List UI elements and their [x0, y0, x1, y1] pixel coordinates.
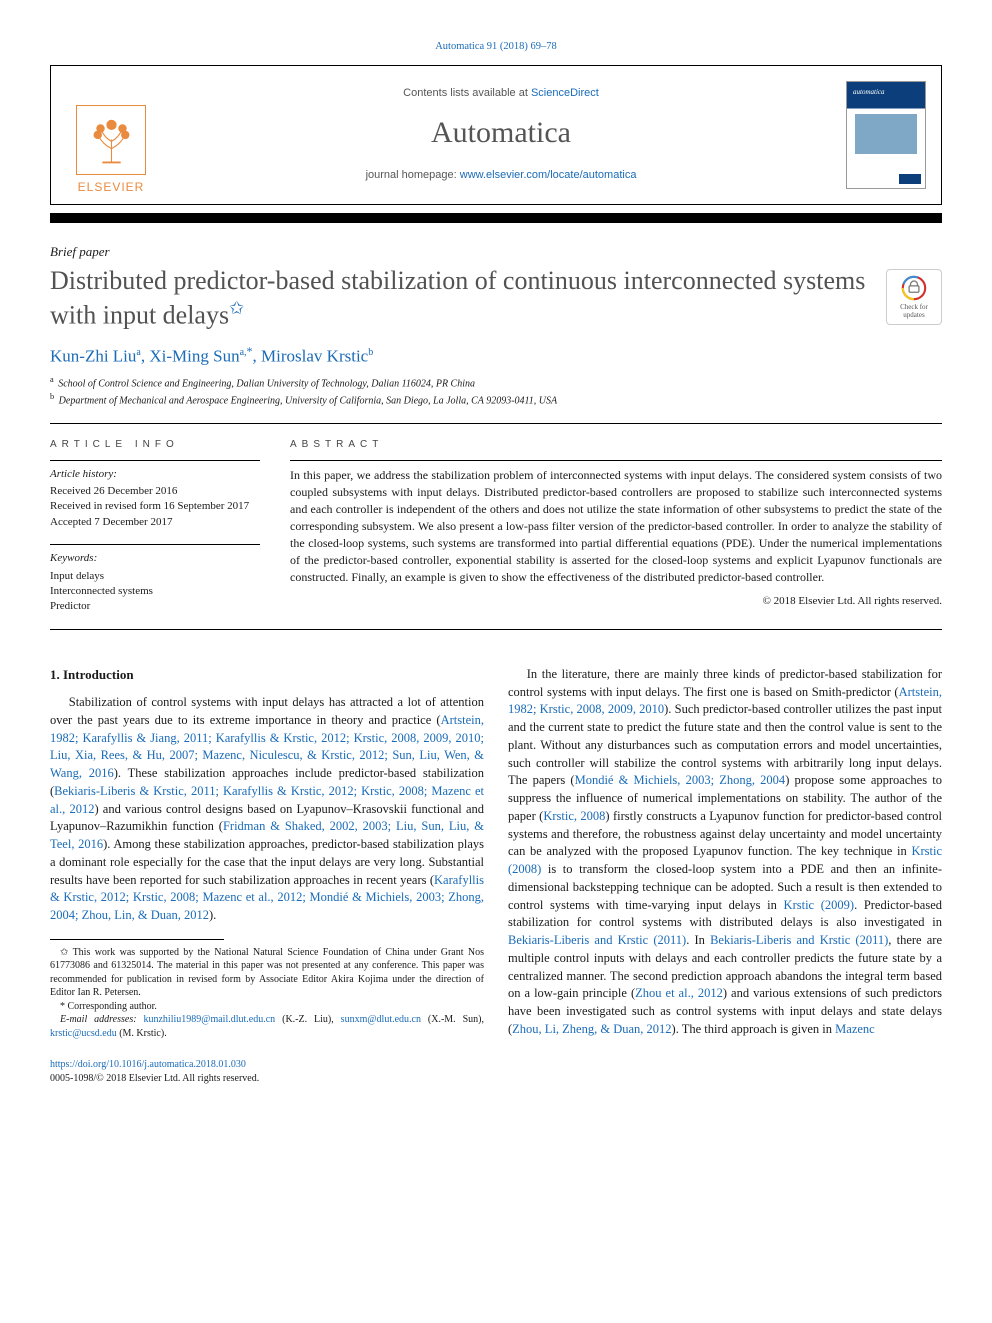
asterisk-icon: * [60, 1001, 68, 1012]
homepage-link[interactable]: www.elsevier.com/locate/automatica [460, 169, 637, 181]
running-head: Automatica 91 (2018) 69–78 [50, 40, 942, 55]
divider-bar [50, 213, 942, 223]
issn-line: 0005-1098/© 2018 Elsevier Ltd. All right… [50, 1073, 259, 1084]
divider [290, 460, 942, 461]
citation-link[interactable]: Zhou, Li, Zheng, & Duan, 2012 [512, 1022, 671, 1036]
footnote-divider [50, 939, 224, 940]
crossmark-icon [900, 274, 928, 302]
author-list: Kun-Zhi Liua, Xi-Ming Suna,*, Miroslav K… [50, 343, 942, 368]
citation-link[interactable]: Zhou et al., 2012 [635, 986, 723, 1000]
divider [50, 460, 260, 461]
keyword: Predictor [50, 599, 260, 614]
citation-link[interactable]: Krstic (2009) [784, 898, 855, 912]
paper-type: Brief paper [50, 243, 942, 261]
email-link[interactable]: sunxm@dlut.edu.cn [341, 1014, 421, 1025]
affiliations: a School of Control Science and Engineer… [50, 374, 942, 409]
email-link[interactable]: kunzhiliu1989@mail.dlut.edu.cn [143, 1014, 275, 1025]
abstract-heading: abstract [290, 438, 942, 452]
keywords-heading: Keywords: [50, 551, 260, 566]
author-link[interactable]: Miroslav Krstic [261, 346, 368, 365]
journal-cover-thumb: automatica [846, 81, 926, 189]
citation-link[interactable]: Mazenc [835, 1022, 875, 1036]
citation-link[interactable]: Bekiaris-Liberis and Krstic (2011) [508, 933, 686, 947]
journal-masthead: ELSEVIER Contents lists available at Sci… [50, 65, 942, 205]
body-columns: 1. Introduction Stabilization of control… [50, 666, 942, 1041]
body-paragraph: In the literature, there are mainly thre… [508, 666, 942, 1039]
citation-link[interactable]: Automatica 91 (2018) 69–78 [435, 41, 557, 52]
publisher-block: ELSEVIER [51, 66, 171, 204]
author-link[interactable]: Xi-Ming Sun [149, 346, 239, 365]
body-paragraph: Stabilization of control systems with in… [50, 694, 484, 925]
footnote-star-icon: ✩ [60, 947, 73, 958]
homepage-line: journal homepage: www.elsevier.com/locat… [366, 168, 637, 183]
page-footer: https://doi.org/10.1016/j.automatica.201… [50, 1058, 942, 1086]
citation-link[interactable]: Bekiaris-Liberis and Krstic (2011) [710, 933, 888, 947]
section-heading: 1. Introduction [50, 666, 484, 684]
publisher-label: ELSEVIER [78, 179, 145, 196]
paper-title: Distributed predictor-based stabilizatio… [50, 265, 866, 333]
article-info-heading: article info [50, 438, 260, 452]
history-heading: Article history: [50, 467, 260, 482]
citation-link[interactable]: Krstic, 2008 [543, 809, 605, 823]
history-item: Received 26 December 2016 [50, 484, 260, 499]
divider [50, 544, 260, 545]
footnotes: ✩ This work was supported by the Nationa… [50, 946, 484, 1041]
abstract-text: In this paper, we address the stabilizat… [290, 467, 942, 586]
crossmark-badge[interactable]: Check forupdates [886, 269, 942, 325]
title-footnote-star[interactable]: ✩ [229, 298, 244, 318]
contents-line: Contents lists available at ScienceDirec… [403, 86, 599, 101]
email-link[interactable]: krstic@ucsd.edu [50, 1028, 117, 1039]
author-link[interactable]: Kun-Zhi Liu [50, 346, 136, 365]
doi-link[interactable]: https://doi.org/10.1016/j.automatica.201… [50, 1059, 246, 1070]
abstract-copyright: © 2018 Elsevier Ltd. All rights reserved… [290, 594, 942, 609]
journal-title: Automatica [431, 112, 571, 154]
corresponding-star[interactable]: * [247, 344, 253, 358]
sciencedirect-link[interactable]: ScienceDirect [531, 87, 599, 99]
citation-link[interactable]: Mondié & Michiels, 2003; Zhong, 2004 [575, 773, 786, 787]
keyword: Input delays [50, 569, 260, 584]
divider [50, 629, 942, 630]
history-item: Accepted 7 December 2017 [50, 515, 260, 530]
divider [50, 423, 942, 424]
keyword: Interconnected systems [50, 584, 260, 599]
history-item: Received in revised form 16 September 20… [50, 499, 260, 514]
elsevier-tree-icon [76, 105, 146, 175]
